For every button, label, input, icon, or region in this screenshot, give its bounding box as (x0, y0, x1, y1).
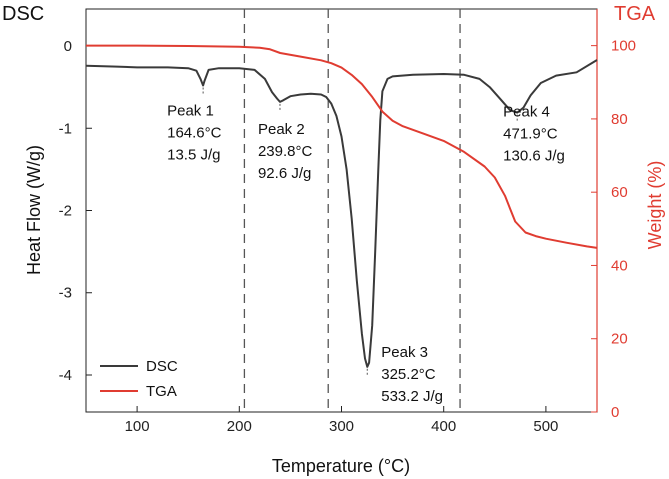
peak-2-line-2: 239.8°C (258, 143, 313, 160)
peak-3-line-2: 325.2°C (381, 366, 436, 383)
axis-ticks: 100 200 300 400 500 0 -1 -2 -3 -4 0 20 40 60 80 100 (59, 9, 636, 435)
y-axis-title-right: Weight (%) (645, 161, 665, 250)
y-axis-title-left: Heat Flow (W/g) (24, 145, 44, 275)
peak-4-label: Peak 4 471.9°C 130.6 J/g (503, 104, 565, 165)
x-tick-label-300: 300 (329, 418, 354, 435)
legend: DSC TGA (100, 358, 178, 400)
y-left-tick-label-0: 0 (64, 38, 72, 55)
y-right-tick-label-60: 60 (611, 184, 628, 201)
peak-3-line-3: 533.2 J/g (381, 388, 443, 405)
legend-dsc-label: DSC (146, 358, 178, 375)
peak-4-line-2: 471.9°C (503, 126, 558, 143)
peak-2-label: Peak 2 239.8°C 92.6 J/g (258, 121, 313, 182)
x-tick-label-400: 400 (431, 418, 456, 435)
y-left-tick-label--2: -2 (59, 203, 72, 220)
x-tick-label-200: 200 (227, 418, 252, 435)
series-line-dsc (85, 59, 598, 368)
vertical-guides (243, 9, 461, 412)
x-tick-label-500: 500 (533, 418, 558, 435)
series-layer (85, 44, 598, 368)
peak-annotations: Peak 1 164.6°C 13.5 J/g Peak 2 239.8°C 92.6 J… (167, 87, 565, 405)
y-right-tick-label-40: 40 (611, 257, 628, 274)
peak-4-line-3: 130.6 J/g (503, 148, 565, 165)
y-right-tick-label-80: 80 (611, 111, 628, 128)
legend-tga-label: TGA (146, 383, 177, 400)
y-left-tick-label--1: -1 (59, 120, 72, 137)
y-right-tick-label-100: 100 (611, 38, 636, 55)
peak-3-line-1: Peak 3 (381, 344, 428, 361)
peak-1-line-1: Peak 1 (167, 102, 214, 119)
corner-label-dsc: DSC (2, 3, 44, 25)
y-right-tick-label-20: 20 (611, 331, 628, 348)
peak-1-line-2: 164.6°C (167, 124, 222, 141)
x-axis-title: Temperature (°C) (272, 456, 410, 476)
y-left-tick-label--3: -3 (59, 285, 72, 302)
y-right-tick-label-0: 0 (611, 404, 619, 421)
x-tick-label-100: 100 (125, 418, 150, 435)
peak-4-line-1: Peak 4 (503, 104, 550, 121)
plot-frame (85, 8, 598, 413)
peak-1-label: Peak 1 164.6°C 13.5 J/g (167, 102, 222, 163)
peak-2-line-3: 92.6 J/g (258, 165, 311, 182)
peak-2-line-1: Peak 2 (258, 121, 305, 138)
y-left-tick-label--4: -4 (59, 367, 72, 384)
peak-1-line-3: 13.5 J/g (167, 146, 220, 163)
peak-3-label: Peak 3 325.2°C 533.2 J/g (381, 344, 443, 405)
series-line-tga (86, 44, 598, 249)
corner-label-tga: TGA (614, 3, 656, 25)
